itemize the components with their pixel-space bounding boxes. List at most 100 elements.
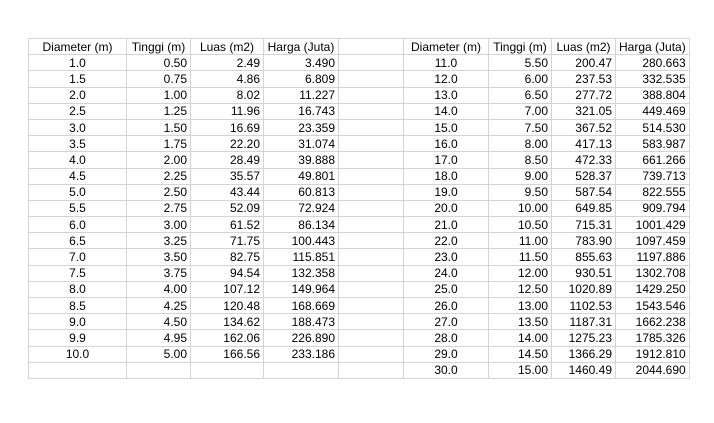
luas-cell[interactable]: 277.72 — [551, 86, 616, 104]
luas-cell[interactable]: 61.52 — [190, 216, 264, 234]
harga-cell[interactable]: 115.851 — [263, 248, 339, 266]
diameter-cell[interactable]: 24.0 — [403, 264, 489, 282]
diameter-cell[interactable]: 5.5 — [28, 199, 127, 218]
tinggi-cell[interactable]: 5.50 — [488, 54, 552, 72]
luas-cell[interactable]: 35.57 — [190, 167, 264, 185]
diameter-cell[interactable]: 12.0 — [403, 70, 489, 88]
harga-cell[interactable]: 909.794 — [615, 199, 690, 218]
luas-cell[interactable]: 94.54 — [190, 264, 264, 282]
luas-cell[interactable]: 587.54 — [551, 183, 616, 201]
luas-cell[interactable]: 28.49 — [190, 151, 264, 169]
harga-cell[interactable]: 31.074 — [263, 135, 339, 153]
tinggi-cell[interactable]: 15.00 — [488, 361, 552, 379]
spacer-cell[interactable] — [338, 102, 404, 120]
spacer-cell[interactable] — [338, 329, 404, 347]
luas-cell[interactable]: 134.62 — [190, 313, 264, 331]
header-tinggi[interactable]: Tinggi (m) — [126, 37, 191, 56]
diameter-cell[interactable]: 2.5 — [28, 102, 127, 120]
diameter-cell[interactable]: 3.0 — [28, 118, 127, 137]
luas-cell[interactable] — [190, 361, 264, 379]
diameter-cell[interactable]: 30.0 — [403, 361, 489, 379]
harga-cell[interactable]: 132.358 — [263, 264, 339, 282]
luas-cell[interactable]: 649.85 — [551, 199, 616, 218]
luas-cell[interactable]: 1187.31 — [551, 313, 616, 331]
harga-cell[interactable] — [263, 361, 339, 379]
diameter-cell[interactable]: 20.0 — [403, 199, 489, 218]
harga-cell[interactable]: 3.490 — [263, 54, 339, 72]
harga-cell[interactable]: 1662.238 — [615, 313, 690, 331]
diameter-cell[interactable]: 3.5 — [28, 135, 127, 153]
harga-cell[interactable]: 1001.429 — [615, 216, 690, 234]
luas-cell[interactable]: 71.75 — [190, 232, 264, 250]
spacer-cell[interactable] — [338, 296, 404, 315]
diameter-cell[interactable]: 22.0 — [403, 232, 489, 250]
harga-cell[interactable]: 1197.886 — [615, 248, 690, 266]
spacer-cell[interactable] — [338, 264, 404, 282]
luas-cell[interactable]: 321.05 — [551, 102, 616, 120]
harga-cell[interactable]: 280.663 — [615, 54, 690, 72]
harga-cell[interactable]: 11.227 — [263, 86, 339, 104]
header-tinggi[interactable]: Tinggi (m) — [488, 37, 552, 56]
diameter-cell[interactable]: 4.0 — [28, 151, 127, 169]
header-harga[interactable]: Harga (Juta) — [615, 37, 690, 56]
luas-cell[interactable]: 8.02 — [190, 86, 264, 104]
diameter-cell[interactable]: 15.0 — [403, 118, 489, 137]
luas-cell[interactable]: 472.33 — [551, 151, 616, 169]
harga-cell[interactable]: 822.555 — [615, 183, 690, 201]
harga-cell[interactable]: 514.530 — [615, 118, 690, 137]
spacer-cell[interactable] — [338, 135, 404, 153]
tinggi-cell[interactable]: 2.25 — [126, 167, 191, 185]
tinggi-cell[interactable]: 1.75 — [126, 135, 191, 153]
tinggi-cell[interactable]: 0.75 — [126, 70, 191, 88]
tinggi-cell[interactable]: 7.00 — [488, 102, 552, 120]
tinggi-cell[interactable]: 9.50 — [488, 183, 552, 201]
luas-cell[interactable]: 417.13 — [551, 135, 616, 153]
harga-cell[interactable]: 332.535 — [615, 70, 690, 88]
diameter-cell[interactable]: 25.0 — [403, 280, 489, 299]
diameter-cell[interactable]: 9.0 — [28, 313, 127, 331]
tinggi-cell[interactable]: 12.00 — [488, 264, 552, 282]
tinggi-cell[interactable]: 5.00 — [126, 345, 191, 363]
tinggi-cell[interactable]: 6.00 — [488, 70, 552, 88]
diameter-cell[interactable]: 7.5 — [28, 264, 127, 282]
spacer-cell[interactable] — [338, 313, 404, 331]
tinggi-cell[interactable]: 13.50 — [488, 313, 552, 331]
tinggi-cell[interactable]: 12.50 — [488, 280, 552, 299]
diameter-cell[interactable]: 26.0 — [403, 296, 489, 315]
harga-cell[interactable]: 1429.250 — [615, 280, 690, 299]
luas-cell[interactable]: 1460.49 — [551, 361, 616, 379]
tinggi-cell[interactable]: 9.00 — [488, 167, 552, 185]
luas-cell[interactable]: 82.75 — [190, 248, 264, 266]
spacer-cell[interactable] — [338, 183, 404, 201]
tinggi-cell[interactable]: 2.50 — [126, 183, 191, 201]
harga-cell[interactable]: 1912.810 — [615, 345, 690, 363]
luas-cell[interactable]: 2.49 — [190, 54, 264, 72]
luas-cell[interactable]: 22.20 — [190, 135, 264, 153]
diameter-cell[interactable]: 14.0 — [403, 102, 489, 120]
spacer-cell[interactable] — [338, 37, 404, 56]
diameter-cell[interactable]: 7.0 — [28, 248, 127, 266]
harga-cell[interactable]: 739.713 — [615, 167, 690, 185]
luas-cell[interactable]: 1275.23 — [551, 329, 616, 347]
diameter-cell[interactable]: 16.0 — [403, 135, 489, 153]
diameter-cell[interactable]: 18.0 — [403, 167, 489, 185]
harga-cell[interactable]: 60.813 — [263, 183, 339, 201]
harga-cell[interactable]: 1543.546 — [615, 296, 690, 315]
spacer-cell[interactable] — [338, 216, 404, 234]
harga-cell[interactable]: 72.924 — [263, 199, 339, 218]
diameter-cell[interactable]: 5.0 — [28, 183, 127, 201]
harga-cell[interactable]: 16.743 — [263, 102, 339, 120]
diameter-cell[interactable]: 23.0 — [403, 248, 489, 266]
luas-cell[interactable]: 930.51 — [551, 264, 616, 282]
diameter-cell[interactable]: 11.0 — [403, 54, 489, 72]
luas-cell[interactable]: 367.52 — [551, 118, 616, 137]
harga-cell[interactable]: 86.134 — [263, 216, 339, 234]
diameter-cell[interactable]: 29.0 — [403, 345, 489, 363]
tinggi-cell[interactable]: 13.00 — [488, 296, 552, 315]
diameter-cell[interactable]: 19.0 — [403, 183, 489, 201]
tinggi-cell[interactable]: 8.00 — [488, 135, 552, 153]
luas-cell[interactable]: 715.31 — [551, 216, 616, 234]
spacer-cell[interactable] — [338, 280, 404, 299]
harga-cell[interactable]: 6.809 — [263, 70, 339, 88]
diameter-cell[interactable]: 1.0 — [28, 54, 127, 72]
